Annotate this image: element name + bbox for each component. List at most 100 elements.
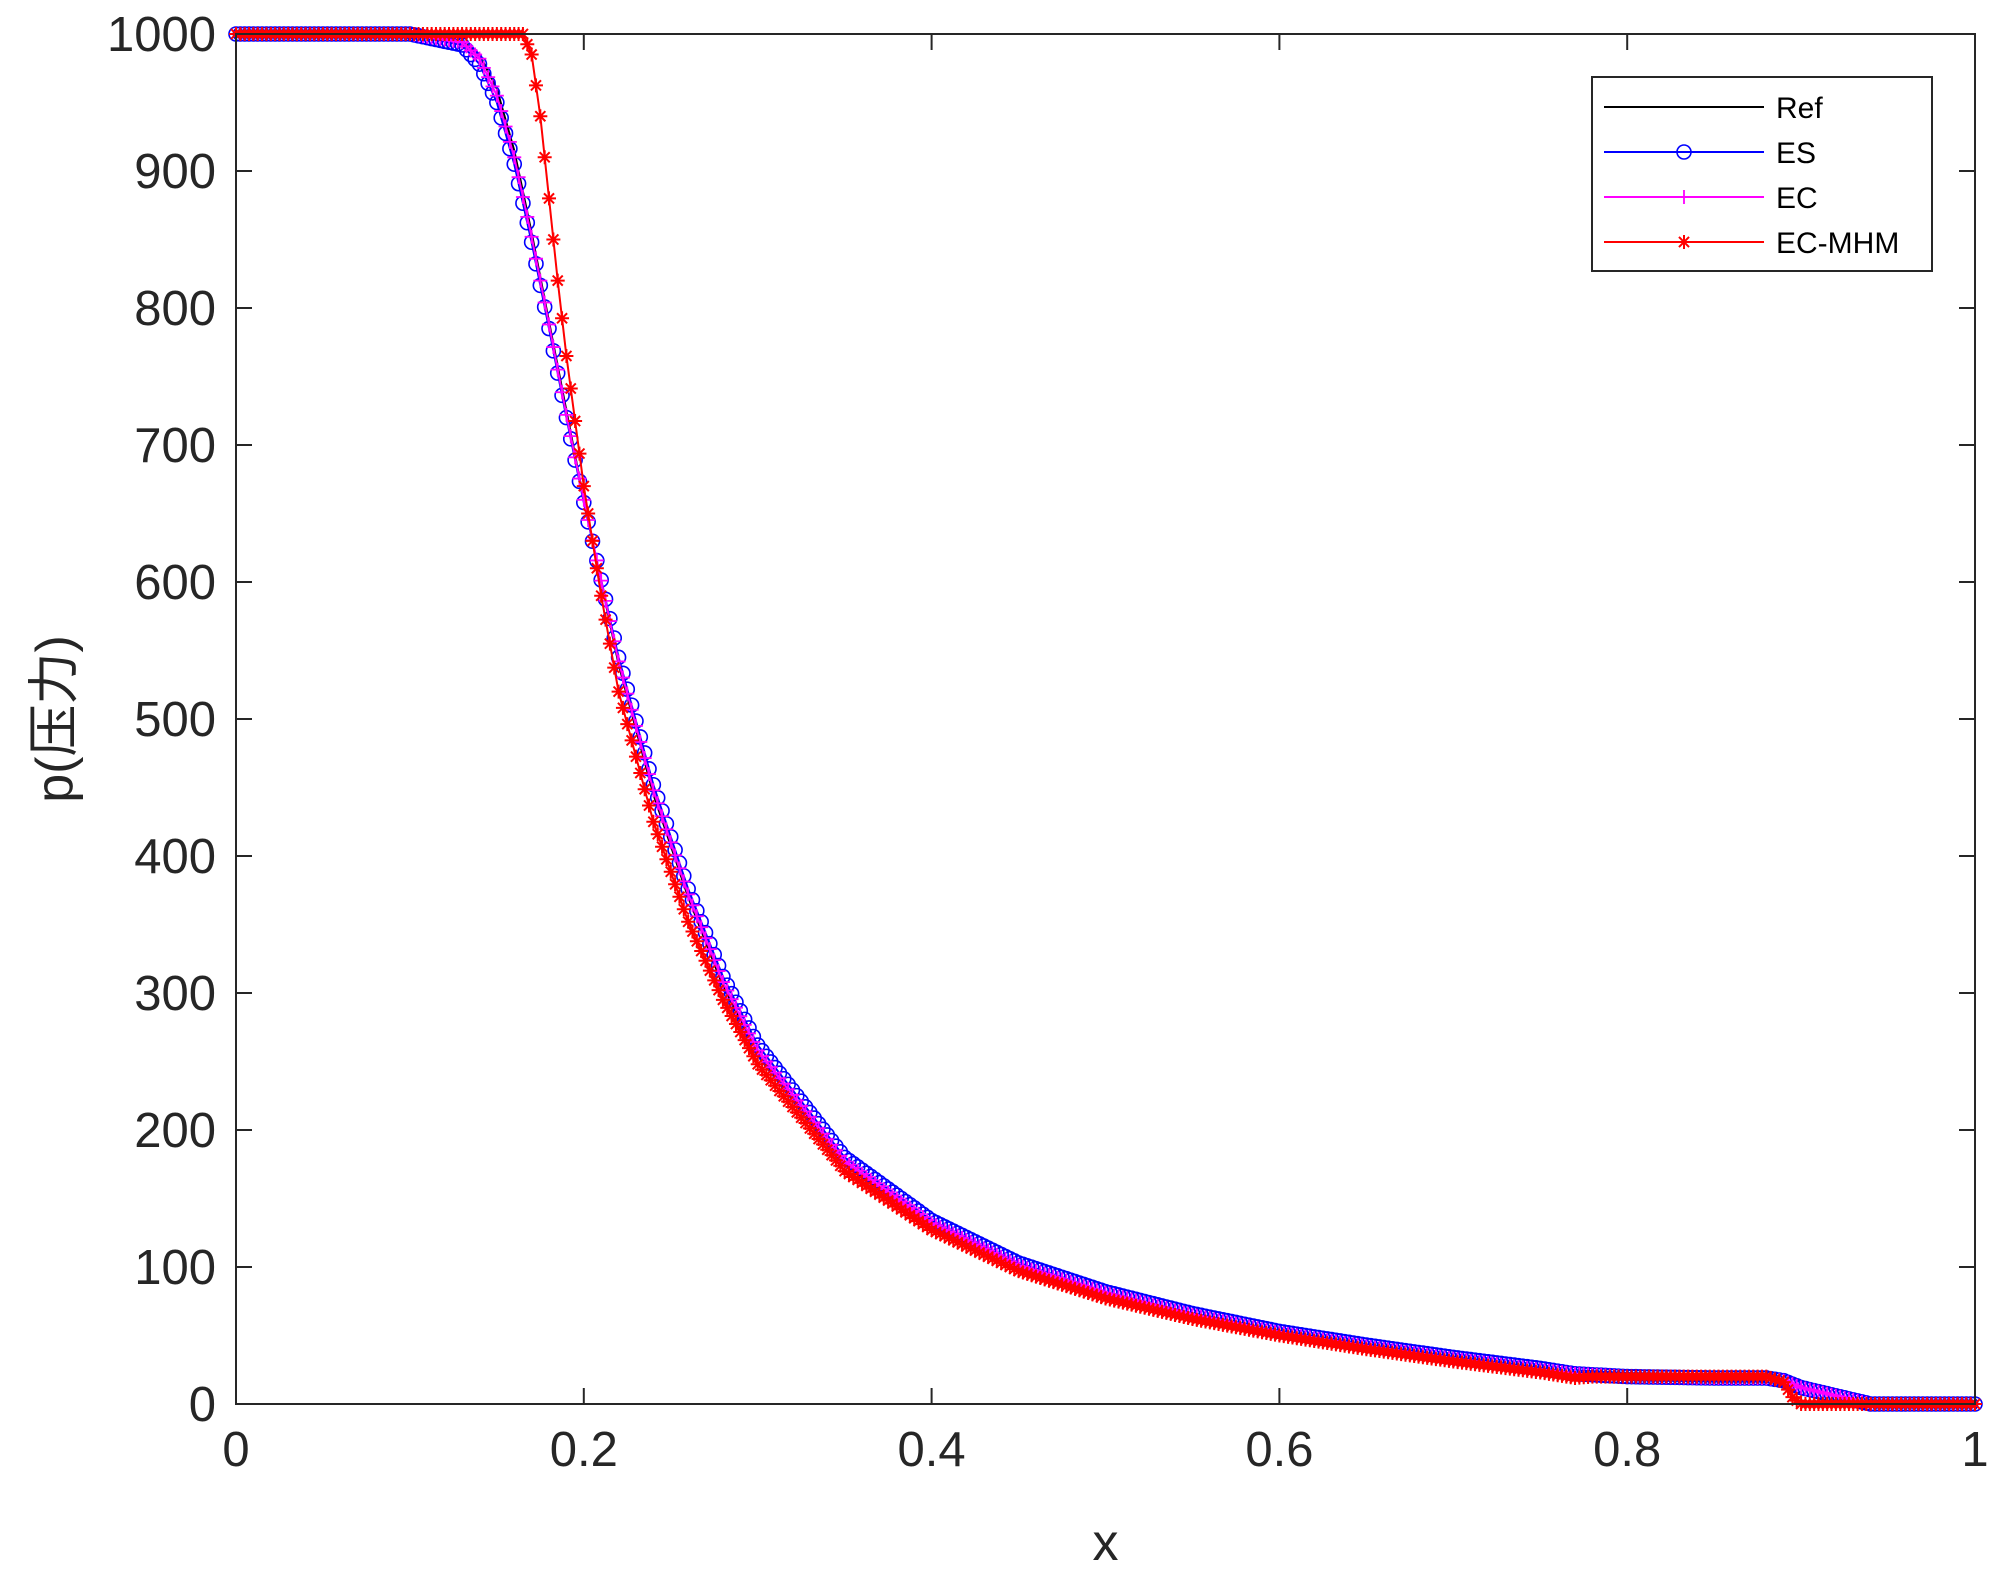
data-point <box>937 1229 952 1244</box>
data-point <box>646 814 661 829</box>
data-point <box>1124 1297 1139 1312</box>
data-point <box>550 362 565 377</box>
data-point <box>1102 1292 1117 1307</box>
data-point <box>533 109 548 124</box>
data-point <box>1089 1288 1104 1303</box>
data-point <box>559 407 574 422</box>
x-tick-label: 1 <box>1961 1423 1988 1477</box>
data-point <box>502 134 517 149</box>
y-axis-label: p(压力) <box>26 635 84 803</box>
data-point <box>489 88 504 103</box>
y-tick-label: 600 <box>134 556 216 610</box>
data-point <box>520 37 535 52</box>
data-point <box>494 104 509 119</box>
x-tick-label: 0.2 <box>550 1423 618 1477</box>
data-point <box>598 612 613 627</box>
data-point <box>498 119 513 134</box>
data-point <box>941 1231 956 1246</box>
data-point <box>594 588 609 603</box>
data-point <box>1059 1279 1074 1294</box>
data-point <box>1072 1283 1087 1298</box>
data-point <box>559 348 574 363</box>
data-point <box>568 414 583 429</box>
legend-label: Ref <box>1776 92 1823 125</box>
data-point <box>724 1008 739 1023</box>
data-point <box>1150 1303 1165 1318</box>
data-point <box>481 70 496 85</box>
data-point <box>602 636 617 651</box>
data-point <box>1050 1276 1065 1291</box>
data-point <box>576 492 591 507</box>
data-point <box>1159 1305 1174 1320</box>
data-point <box>1033 1270 1048 1285</box>
legend-marker <box>1676 144 1692 160</box>
data-point <box>581 506 596 521</box>
data-point <box>555 311 570 326</box>
data-point <box>628 749 643 764</box>
data-point <box>1181 1311 1196 1326</box>
y-tick-label: 800 <box>134 282 216 336</box>
data-point <box>615 700 630 715</box>
legend-entry: Ref <box>1604 92 1823 125</box>
data-point <box>668 877 683 892</box>
data-point <box>994 1255 1009 1270</box>
data-point <box>1768 1372 1783 1387</box>
y-tick-label: 0 <box>189 1378 216 1432</box>
ticks-layer: 0 0.2 0.4 0.6 0.8 1 0 100 200 300 400 500 600 700 800 9… <box>107 8 1989 1477</box>
data-point <box>1111 1294 1126 1309</box>
x-axis-label: x <box>1093 1514 1119 1572</box>
data-point <box>711 983 726 998</box>
data-point <box>737 1033 752 1048</box>
data-point <box>1011 1264 1026 1279</box>
data-point <box>476 60 491 75</box>
data-point <box>676 902 691 917</box>
data-point <box>985 1251 1000 1266</box>
data-point <box>1172 1308 1187 1323</box>
data-point <box>563 381 578 396</box>
data-point <box>1776 1375 1791 1390</box>
data-point <box>642 798 657 813</box>
data-point <box>968 1243 983 1258</box>
data-point <box>572 446 587 461</box>
data-point <box>633 734 648 749</box>
data-point <box>520 209 535 224</box>
data-point <box>1168 1307 1183 1322</box>
y-tick-label: 300 <box>134 967 216 1021</box>
data-point <box>1076 1284 1091 1299</box>
data-point <box>659 852 674 867</box>
legend: Ref ES EC EC-MHM <box>1591 76 1933 272</box>
data-point <box>1146 1302 1161 1317</box>
data-point <box>963 1241 978 1256</box>
data-point <box>694 944 709 959</box>
data-point <box>981 1249 996 1264</box>
data-point <box>546 340 561 355</box>
data-point <box>746 1049 761 1064</box>
data-point <box>1107 1293 1122 1308</box>
data-point <box>946 1233 961 1248</box>
data-point <box>933 1227 948 1242</box>
legend-marker <box>1677 235 1691 249</box>
y-tick-label: 200 <box>134 1104 216 1158</box>
data-point <box>1137 1300 1152 1315</box>
data-point <box>955 1237 970 1252</box>
data-point <box>1763 1370 1778 1385</box>
data-point <box>646 783 661 798</box>
data-point <box>1781 1382 1796 1397</box>
data-point <box>1020 1266 1035 1281</box>
data-point <box>702 942 717 957</box>
data-point <box>1068 1281 1083 1296</box>
data-point <box>728 1017 743 1031</box>
data-point <box>563 429 578 444</box>
data-point <box>1772 1373 1787 1388</box>
data-point <box>624 702 639 717</box>
data-point <box>702 963 717 978</box>
data-point <box>637 782 652 797</box>
data-point <box>1141 1301 1156 1316</box>
legend-marker <box>1677 190 1691 204</box>
data-point <box>998 1257 1013 1272</box>
data-point <box>681 887 696 902</box>
data-point <box>928 1225 943 1240</box>
legend-box <box>1591 76 1933 272</box>
data-point <box>472 51 487 66</box>
